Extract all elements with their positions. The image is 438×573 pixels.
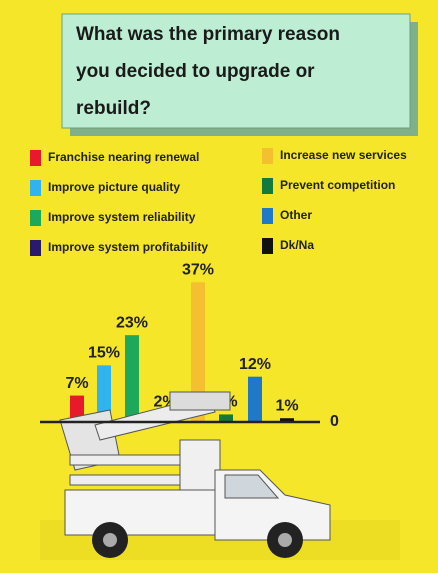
axis: 0 [40,413,339,430]
title-box [61,13,411,129]
bars: 7%15%23%2%37%2%12%1% [65,262,299,422]
truck-illustration [40,391,400,560]
legend-swatch [262,208,273,224]
legend-swatch [30,240,41,256]
legend-swatch [30,180,41,196]
legend-label: Franchise nearing renewal [48,150,199,164]
bar [280,418,294,422]
value-label: 12% [239,356,271,373]
bar [219,414,233,422]
legend-swatch [30,210,41,226]
value-label: 15% [88,345,120,362]
bar [248,376,262,422]
legend-label: Improve system reliability [48,210,196,224]
legend-swatch [30,150,41,166]
legend-swatch [262,178,273,194]
y-tick-label: 0 [330,413,339,430]
bar [97,365,111,422]
bar [125,335,139,422]
bar [191,282,205,422]
legend-swatch [262,238,273,254]
legend-label: Prevent competition [280,178,395,192]
legend-label: Improve system profitability [48,240,208,254]
legend-label: Dk/Na [280,238,314,252]
legend: Franchise nearing renewal Improve picture… [30,148,407,256]
value-label: 37% [182,262,214,279]
legend-label: Increase new services [280,148,407,162]
legend-label: Other [280,208,312,222]
legend-swatch [262,148,273,164]
chart-title: What was the primary reason you decided … [76,24,340,119]
value-label: 23% [116,314,148,331]
value-label: 7% [65,375,88,392]
value-label: 1% [275,397,298,414]
legend-label: Improve picture quality [48,180,180,194]
